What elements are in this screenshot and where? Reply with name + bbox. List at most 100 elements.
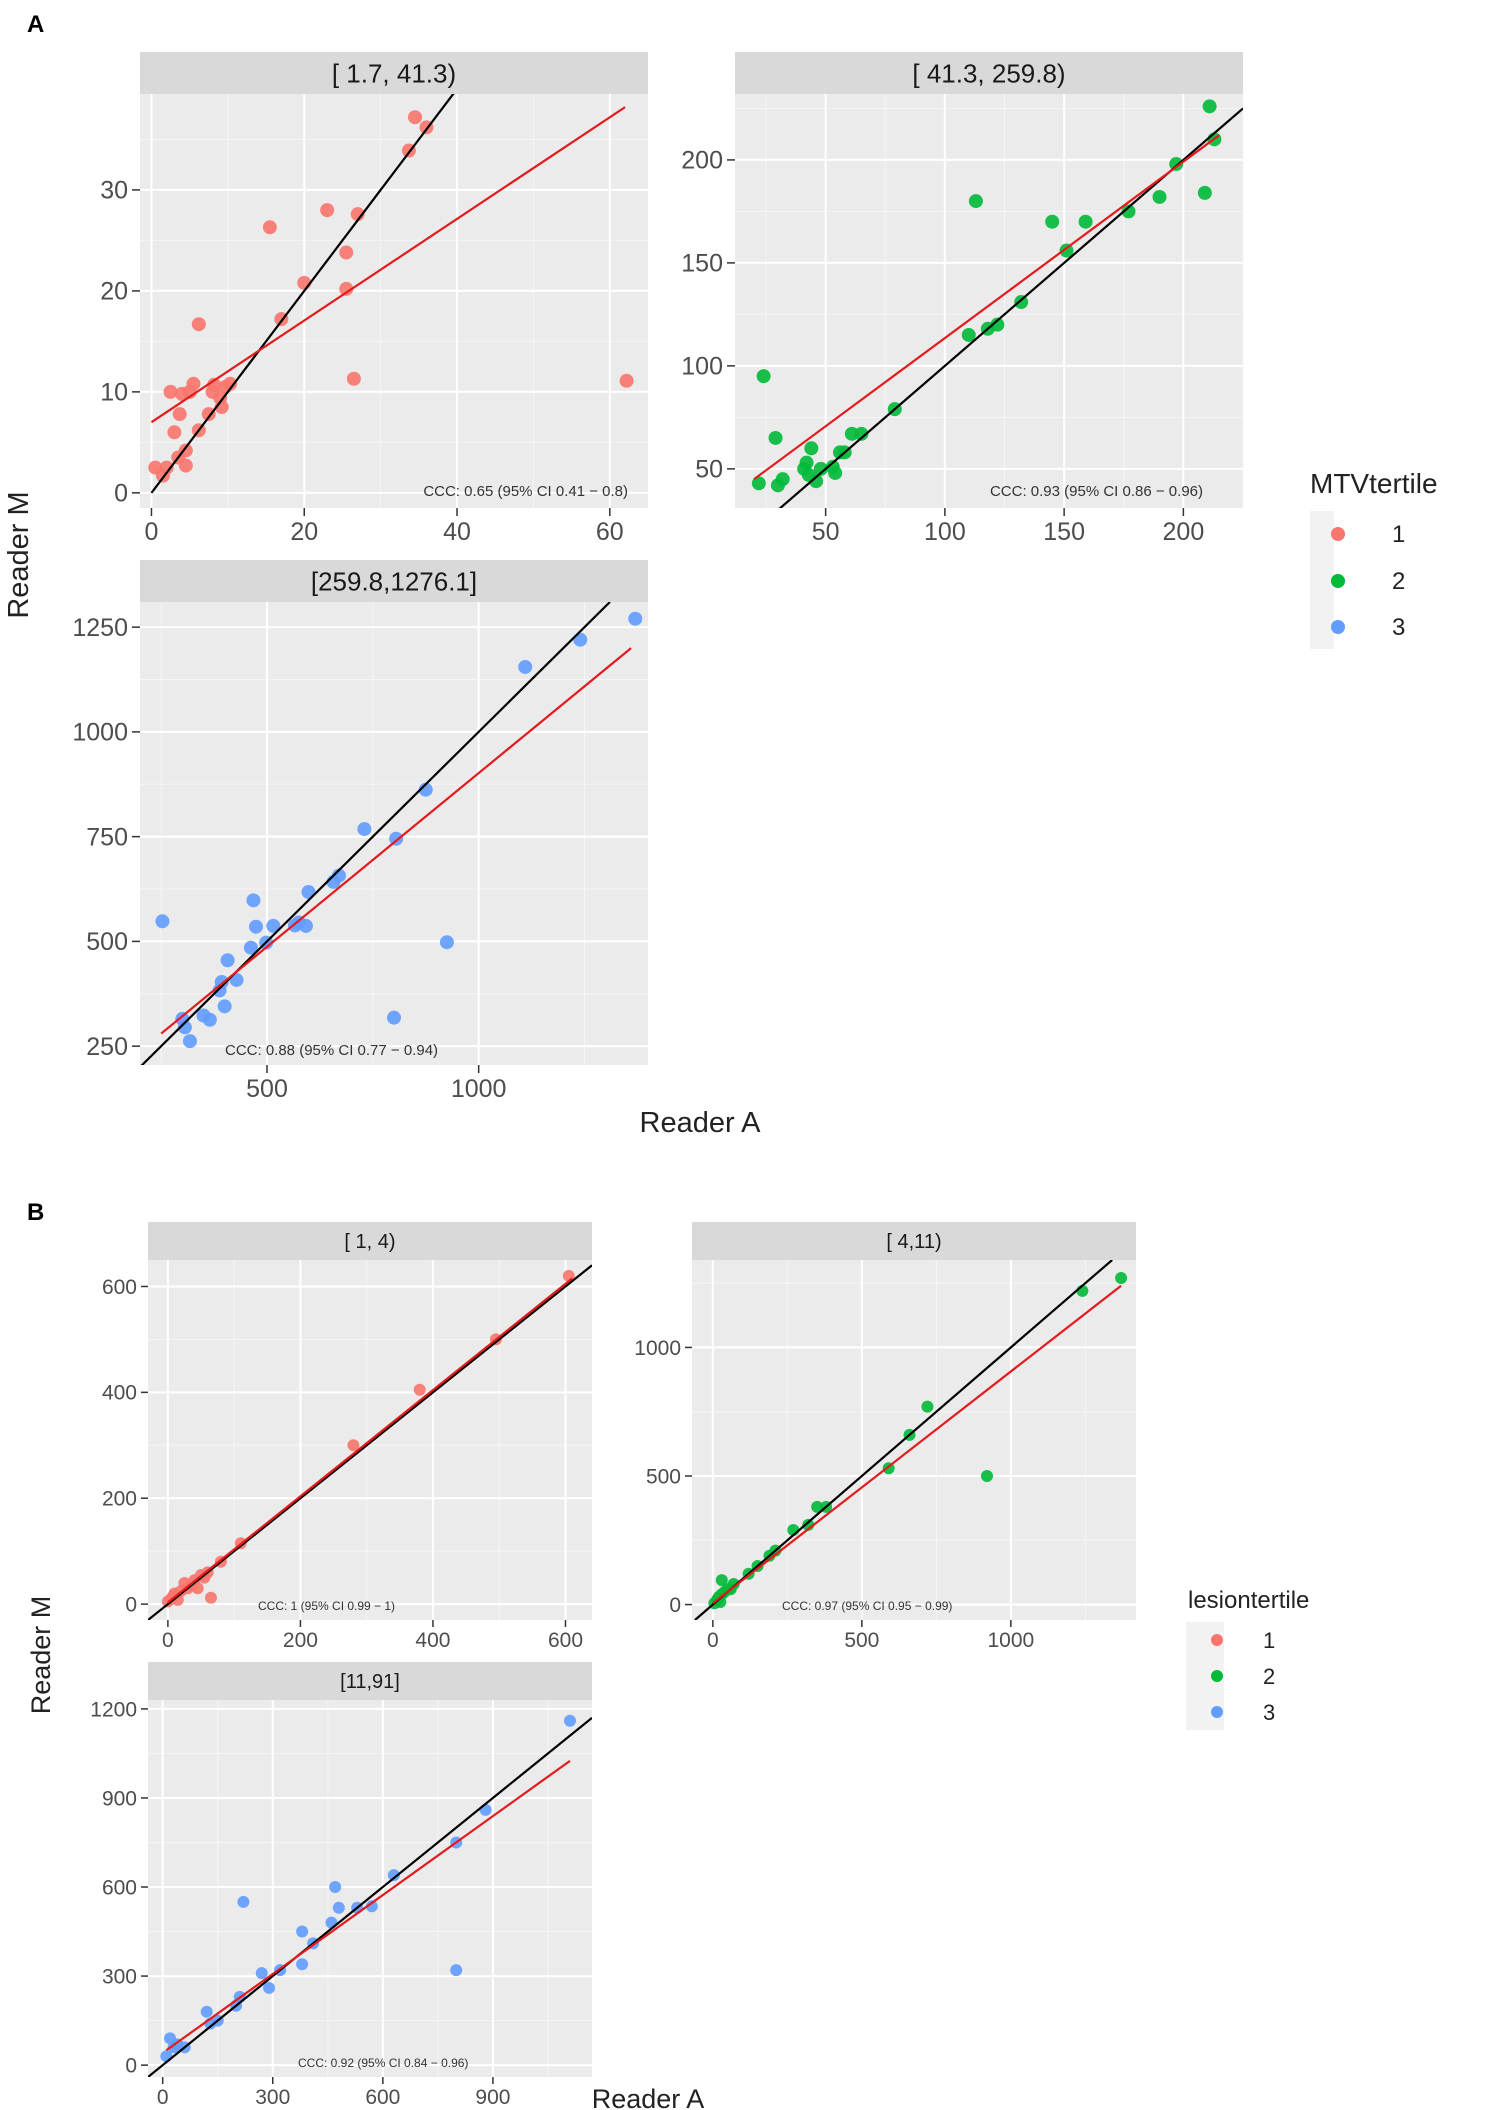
legend-b-dot-2 [1211,1670,1223,1682]
x-tick-label: 900 [475,2086,510,2109]
data-point [1115,1272,1128,1284]
data-point [799,455,814,470]
regression-line [167,1277,573,1604]
plot-area [735,94,1243,508]
data-point [163,384,178,399]
data-point [207,377,222,392]
data-point [332,1901,345,1914]
x-tick-label: 150 [1043,518,1085,546]
data-point [809,474,824,489]
data-point [172,407,187,422]
x-tick-label: 200 [283,1629,318,1652]
y-tick-label: 200 [681,147,723,175]
data-point [186,376,201,391]
data-point [715,1574,728,1587]
data-point [854,426,869,441]
y-tick-label: 750 [86,823,128,851]
data-point [339,245,354,260]
identity-line [140,602,611,1065]
regression-line [150,106,626,424]
data-point [325,1916,338,1929]
data-point [990,317,1005,332]
facet-strip [148,1662,592,1700]
x-tick-label: 20 [290,518,318,546]
data-point [320,203,335,218]
data-point [263,1981,276,1994]
legend-b-title: lesiontertile [1188,1587,1309,1614]
regression-line [165,1759,571,2052]
data-point [811,1500,824,1513]
y-tick-label: 0 [125,1593,137,1616]
ccc-annotation: CCC: 1 (95% CI 0.99 − 1) [258,1599,395,1613]
facet-title: [11,91] [340,1671,400,1693]
scatter-panel: [ 1.7, 41.3) 0 20 40 60 0 10 20 30 CCC: 0.65 (95%… [100,52,648,546]
data-point [246,893,261,908]
y-tick-label: 200 [102,1488,137,1511]
x-tick-label: 50 [812,518,840,546]
data-point [479,1803,492,1816]
data-layer [694,1260,1128,1620]
data-point [828,465,843,480]
data-point [968,194,983,209]
facet-strip [692,1222,1136,1260]
data-point [237,1895,250,1908]
data-point [921,1400,934,1413]
data-point [813,461,828,476]
facet-title: [ 1, 4) [344,1231,395,1253]
data-point [243,940,258,955]
data-layer [148,1264,592,1620]
data-point [159,460,174,475]
figure-b-ylabel: Reader M [26,1596,56,1715]
data-point [266,918,281,933]
data-point [1202,99,1217,114]
data-point [450,1964,463,1977]
data-point [775,472,790,487]
legend-a-title: MTVtertile [1310,468,1438,499]
facet-title: [ 41.3, 259.8) [912,58,1065,88]
figure-a-ylabel: Reader M [3,491,35,618]
facet-strip [148,1222,592,1260]
legend-b-label-3: 3 [1263,1700,1275,1725]
data-point [756,369,771,384]
legend-a-label-1: 1 [1392,521,1405,548]
x-tick-label: 200 [1163,518,1205,546]
data-point [346,371,361,386]
data-point [178,443,193,458]
y-tick-label: 400 [102,1382,137,1405]
y-tick-label: 150 [681,250,723,278]
data-point [223,376,238,391]
figure-a-label: A [27,11,44,38]
data-point [518,659,533,674]
data-point [1121,204,1136,219]
data-point [217,999,232,1014]
y-tick-label: 50 [695,456,723,484]
scatter-panel: [ 1, 4) 0 200 400 600 0 200 400 600 CCC: 1 (95% C… [102,1222,592,1652]
legend-b-dot-1 [1211,1634,1223,1646]
data-layer [751,99,1243,508]
legend-b-label-1: 1 [1263,1628,1275,1653]
x-tick-label: 600 [548,1629,583,1652]
scatter-panel: [ 41.3, 259.8) 50 100 150 200 50 100 150 200 CCC:… [681,52,1244,546]
data-layer [148,1714,592,2077]
data-point [619,373,634,388]
data-point [339,281,354,296]
data-point [220,953,235,968]
facet-title: [ 4,11) [886,1231,941,1253]
facet-title: [259.8,1276.1] [311,566,477,596]
data-layer [140,602,643,1065]
facet-strip [140,560,648,602]
data-point [1059,243,1074,258]
identity-line [148,1716,592,2077]
regression-line [712,1284,1122,1605]
data-point [1197,185,1212,200]
x-tick-label: 100 [924,518,966,546]
y-tick-label: 1200 [90,1698,137,1721]
x-tick-label: 1000 [987,1629,1034,1652]
y-tick-label: 500 [86,928,128,956]
data-point [1014,295,1029,310]
x-tick-label: 40 [443,518,471,546]
y-tick-label: 300 [102,1965,137,1988]
data-point [191,1582,204,1595]
